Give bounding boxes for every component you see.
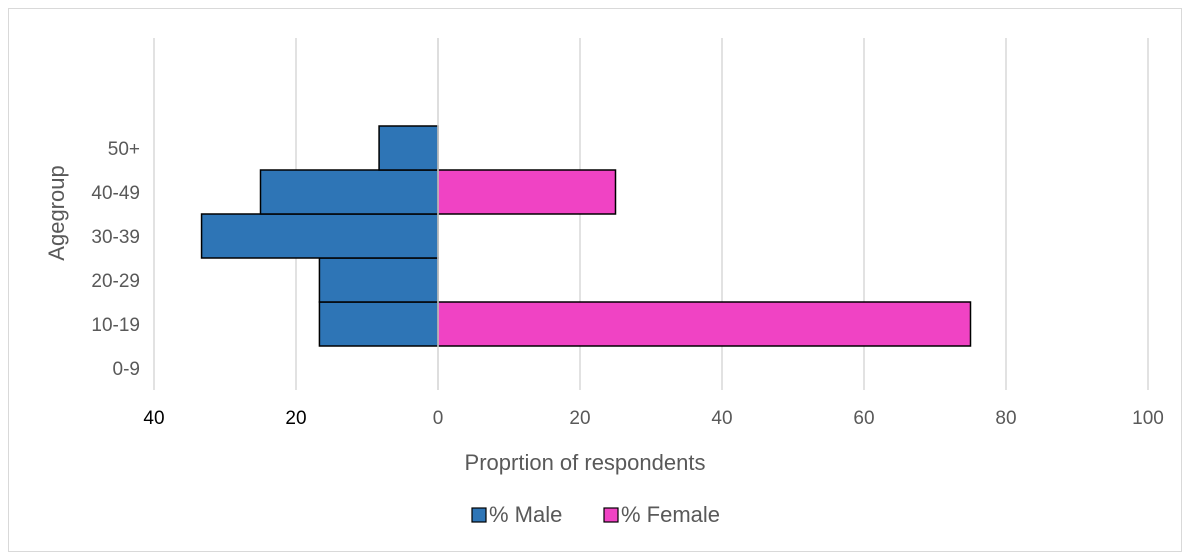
bar-male-10-19 (318, 301, 439, 347)
x-tick-label: 20 (285, 408, 306, 429)
y-tick-label: 10-19 (91, 315, 140, 336)
x-tick-label: 20 (569, 408, 590, 429)
x-tick-label: 0 (433, 408, 444, 429)
bar-male-20-29 (318, 257, 439, 303)
y-tick-label: 30-39 (91, 227, 140, 248)
x-tick-label: 60 (853, 408, 874, 429)
legend-swatch-female (603, 507, 619, 523)
bar-female-10-19 (437, 301, 972, 347)
y-tick-label: 50+ (108, 139, 140, 160)
bars (200, 38, 972, 390)
bar-male-50+ (378, 125, 439, 171)
legend: % Male % Female (471, 502, 720, 527)
legend-label-male: % Male (489, 502, 562, 527)
x-tick-label: 40 (711, 408, 732, 429)
x-axis-title: Proprtion of respondents (465, 450, 706, 475)
x-axis-ticks: 40 20 0 20 40 60 80 100 (143, 408, 1163, 429)
legend-swatch-male (471, 507, 487, 523)
y-tick-label: 0-9 (113, 359, 140, 380)
x-tick-label: 100 (1132, 408, 1164, 429)
y-tick-label: 20-29 (91, 271, 140, 292)
y-axis-title: Agegroup (44, 165, 69, 260)
bar-female-40-49 (437, 169, 617, 215)
y-tick-label: 40-49 (91, 183, 140, 204)
x-tick-label: 80 (995, 408, 1016, 429)
chart-frame (8, 8, 1182, 552)
bar-male-40-49 (259, 169, 439, 215)
legend-label-female: % Female (621, 502, 720, 527)
y-axis-ticks: 0-9 10-19 20-29 30-39 40-49 50+ (91, 139, 140, 380)
x-tick-label: 40 (143, 408, 164, 429)
bar-male-30-39 (200, 213, 439, 259)
